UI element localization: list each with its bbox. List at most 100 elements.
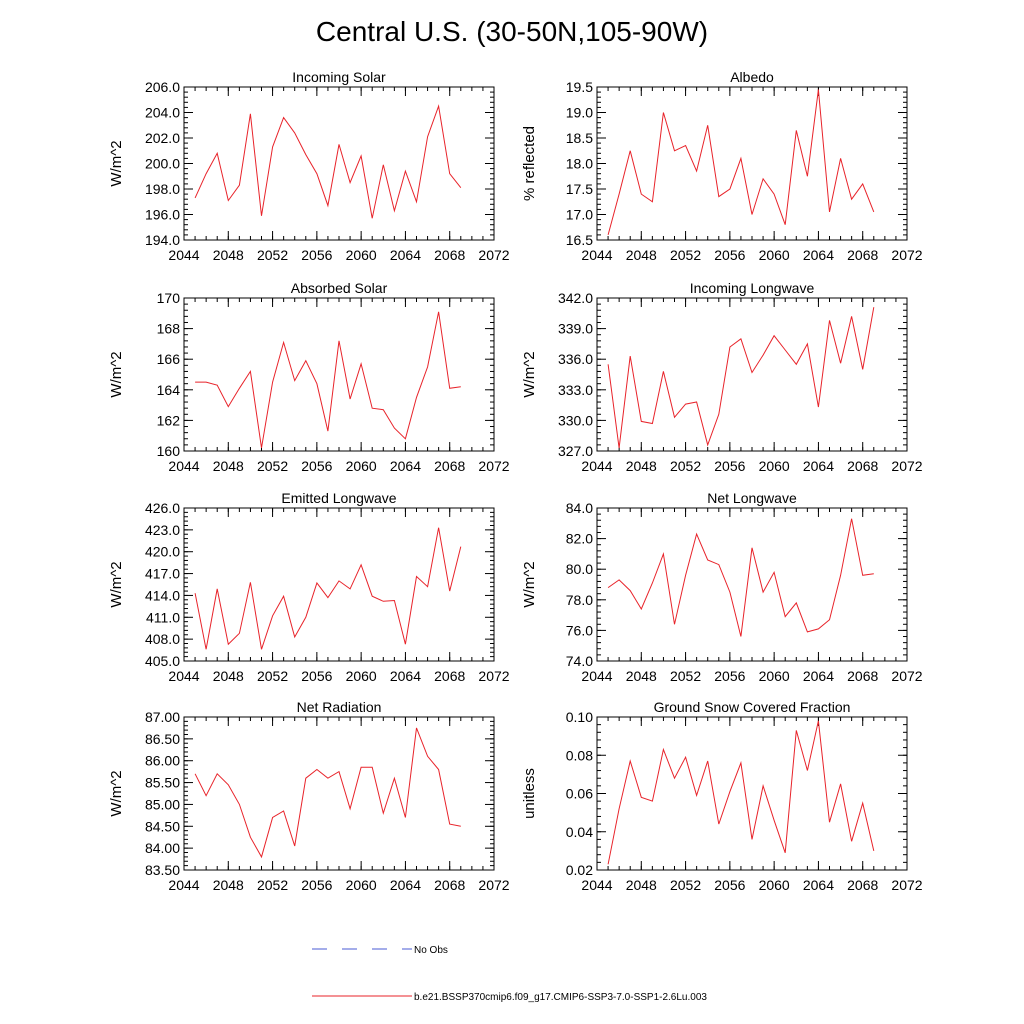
emitted-longwave-series-line <box>194 527 462 650</box>
incoming-solar-title: Incoming Solar <box>292 69 386 85</box>
albedo-x-tick-label: 2072 <box>891 247 922 263</box>
net-longwave-y-tick-label: 82.0 <box>566 531 593 547</box>
net-longwave-y-tick-label: 84.0 <box>566 500 593 516</box>
incoming-longwave-y-axis-label: W/m^2 <box>521 351 538 397</box>
absorbed-solar-y-tick-label: 160 <box>157 443 181 459</box>
panel-absorbed-solar: Absorbed Solar 160 162 164 166 168 170 2044 2048… <box>108 280 510 474</box>
net-longwave-y-axis-label: W/m^2 <box>521 561 538 607</box>
ground-snow-covered-fraction-y-tick-label: 0.02 <box>566 862 593 878</box>
net-radiation-y-tick-label: 83.50 <box>145 862 180 878</box>
net-longwave-x-tick-label: 2060 <box>759 668 790 684</box>
emitted-longwave-title: Emitted Longwave <box>281 490 396 506</box>
net-radiation-x-tick-label: 2052 <box>257 877 288 893</box>
albedo-x-tick-label: 2048 <box>626 247 657 263</box>
absorbed-solar-x-tick-label: 2056 <box>301 458 332 474</box>
net-radiation-x-tick-label: 2068 <box>434 877 465 893</box>
emitted-longwave-y-tick-label: 414.0 <box>145 587 180 603</box>
legend-label-no-obs: No Obs <box>414 945 448 956</box>
incoming-solar-x-tick-label: 2052 <box>257 247 288 263</box>
albedo-x-tick-label: 2052 <box>670 247 701 263</box>
ground-snow-covered-fraction-x-tick-label: 2064 <box>803 877 834 893</box>
net-radiation-x-tick-label: 2064 <box>390 877 421 893</box>
albedo-series-line <box>607 89 875 236</box>
panel-net-radiation: Net Radiation 83.50 84.00 84.50 85.00 85.50 86… <box>108 699 510 893</box>
incoming-solar-x-tick-label: 2072 <box>478 247 509 263</box>
legend-label-model-run: b.e21.BSSP370cmip6.f09_g17.CMIP6-SSP3-7.… <box>414 992 707 1003</box>
incoming-longwave-y-tick-label: 342.0 <box>558 290 593 306</box>
net-longwave-x-tick-label: 2056 <box>714 668 745 684</box>
net-longwave-y-tick-label: 80.0 <box>566 561 593 577</box>
net-radiation-x-tick-label: 2072 <box>478 877 509 893</box>
ground-snow-covered-fraction-title: Ground Snow Covered Fraction <box>654 699 851 715</box>
incoming-longwave-x-tick-label: 2068 <box>847 458 878 474</box>
ground-snow-covered-fraction-y-tick-label: 0.06 <box>566 786 593 802</box>
incoming-solar-x-tick-label: 2048 <box>213 247 244 263</box>
incoming-longwave-y-tick-label: 330.0 <box>558 412 593 428</box>
panel-incoming-solar: Incoming Solar 194.0 196.0 198.0 200.0 202.0 2… <box>108 69 510 263</box>
incoming-solar-y-axis-label: W/m^2 <box>108 140 125 186</box>
net-longwave-x-tick-label: 2044 <box>581 668 612 684</box>
incoming-longwave-x-tick-label: 2044 <box>581 458 612 474</box>
emitted-longwave-y-tick-label: 426.0 <box>145 500 180 516</box>
absorbed-solar-x-tick-label: 2064 <box>390 458 421 474</box>
absorbed-solar-x-tick-label: 2068 <box>434 458 465 474</box>
albedo-x-tick-label: 2056 <box>714 247 745 263</box>
net-longwave-x-tick-label: 2072 <box>891 668 922 684</box>
net-radiation-series-line <box>194 727 461 859</box>
panels-group: Incoming Solar 194.0 196.0 198.0 200.0 202.0 2… <box>108 69 923 893</box>
emitted-longwave-y-tick-label: 423.0 <box>145 522 180 538</box>
incoming-longwave-y-tick-label: 333.0 <box>558 382 593 398</box>
net-longwave-x-tick-label: 2052 <box>670 668 701 684</box>
net-longwave-y-tick-label: 76.0 <box>566 622 593 638</box>
ground-snow-covered-fraction-x-tick-label: 2052 <box>670 877 701 893</box>
absorbed-solar-y-tick-label: 162 <box>157 412 181 428</box>
panel-net-longwave: Net Longwave 74.0 76.0 78.0 80.0 82.0 84.0 2044… <box>521 490 923 684</box>
incoming-solar-y-tick-label: 200.0 <box>145 156 180 172</box>
albedo-y-tick-label: 19.0 <box>566 105 593 121</box>
incoming-longwave-y-tick-label: 336.0 <box>558 351 593 367</box>
absorbed-solar-x-tick-label: 2048 <box>213 458 244 474</box>
incoming-longwave-x-tick-label: 2064 <box>803 458 834 474</box>
incoming-longwave-title: Incoming Longwave <box>690 280 815 296</box>
absorbed-solar-x-tick-label: 2060 <box>346 458 377 474</box>
emitted-longwave-y-tick-label: 408.0 <box>145 631 180 647</box>
net-radiation-x-tick-label: 2056 <box>301 877 332 893</box>
net-radiation-y-tick-label: 85.00 <box>145 796 180 812</box>
ground-snow-covered-fraction-x-tick-label: 2072 <box>891 877 922 893</box>
net-longwave-x-tick-label: 2064 <box>803 668 834 684</box>
absorbed-solar-y-axis-label: W/m^2 <box>108 351 125 397</box>
absorbed-solar-y-tick-label: 164 <box>157 382 181 398</box>
incoming-solar-y-tick-label: 204.0 <box>145 105 180 121</box>
albedo-y-tick-label: 18.0 <box>566 156 593 172</box>
absorbed-solar-x-tick-label: 2052 <box>257 458 288 474</box>
albedo-x-tick-label: 2060 <box>759 247 790 263</box>
absorbed-solar-x-tick-label: 2044 <box>168 458 199 474</box>
incoming-longwave-x-tick-label: 2056 <box>714 458 745 474</box>
net-radiation-y-tick-label: 86.50 <box>145 731 180 747</box>
albedo-y-tick-label: 17.5 <box>566 181 593 197</box>
albedo-y-axis-label: % reflected <box>521 126 538 201</box>
incoming-longwave-x-tick-label: 2052 <box>670 458 701 474</box>
incoming-longwave-y-tick-label: 339.0 <box>558 321 593 337</box>
albedo-y-tick-label: 17.0 <box>566 207 593 223</box>
ground-snow-covered-fraction-x-tick-label: 2068 <box>847 877 878 893</box>
incoming-longwave-x-tick-label: 2072 <box>891 458 922 474</box>
ground-snow-covered-fraction-x-tick-label: 2060 <box>759 877 790 893</box>
net-longwave-x-tick-label: 2048 <box>626 668 657 684</box>
panel-ground-snow-covered-fraction: Ground Snow Covered Fraction 0.02 0.04 0.06… <box>521 699 923 893</box>
emitted-longwave-x-tick-label: 2072 <box>478 668 509 684</box>
incoming-solar-y-tick-label: 198.0 <box>145 181 180 197</box>
ground-snow-covered-fraction-y-tick-label: 0.08 <box>566 747 593 763</box>
incoming-longwave-y-tick-label: 327.0 <box>558 443 593 459</box>
panel-emitted-longwave: Emitted Longwave 405.0 408.0 411.0 414.0 417.… <box>108 490 510 684</box>
incoming-solar-x-tick-label: 2068 <box>434 247 465 263</box>
net-longwave-title: Net Longwave <box>707 490 797 506</box>
net-radiation-y-tick-label: 87.00 <box>145 709 180 725</box>
incoming-solar-y-tick-label: 202.0 <box>145 130 180 146</box>
net-radiation-y-tick-label: 84.00 <box>145 840 180 856</box>
albedo-y-tick-label: 16.5 <box>566 232 593 248</box>
ground-snow-covered-fraction-x-tick-label: 2048 <box>626 877 657 893</box>
incoming-solar-x-tick-label: 2056 <box>301 247 332 263</box>
